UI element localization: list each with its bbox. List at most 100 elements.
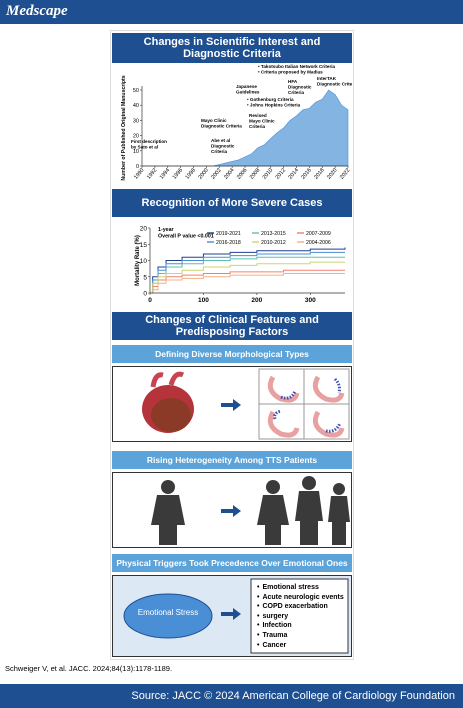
legend-label: 2013-2015: [261, 231, 286, 237]
bullet: •: [257, 612, 260, 620]
morphology-box: [112, 366, 352, 442]
annotation: Guidelines: [236, 90, 260, 95]
y-tick-label: 10: [140, 258, 148, 265]
x-tick-label: 1992: [146, 167, 158, 180]
x-tick-label: 1990: [133, 167, 145, 180]
trigger-text: surgery: [262, 612, 289, 620]
heart: [151, 398, 191, 432]
list-box: [250, 578, 349, 654]
annotation: • Gothenburg Criteria: [247, 97, 294, 102]
section-title: Changes of Clinical Features and Predisp…: [112, 312, 352, 340]
annotation: • Takotsubo Italian Network Criteria: [258, 64, 336, 69]
triggers-box: Emotional Stress • Emotional stress • Acute…: [112, 575, 352, 657]
trigger-list: • Emotional stress • Acute neurologic event…: [257, 583, 349, 650]
annotation: 1-year: [158, 227, 174, 233]
trigger-text: Infection: [262, 622, 292, 630]
annotation: • Criteria proposed by Madias: [258, 70, 323, 75]
trigger-item: • Emotional stress: [257, 583, 349, 593]
annotation: Japanese: [236, 84, 257, 89]
y-tick-label: 0: [136, 164, 139, 170]
x-tick-label: 100: [198, 297, 209, 304]
trigger-item: • Acute neurologic events: [257, 593, 349, 603]
trigger-text: Cancer: [262, 641, 287, 649]
legend-label: 2010-2012: [261, 240, 286, 246]
trigger-item: • Cancer: [257, 641, 349, 651]
x-tick-label: 2002: [210, 167, 222, 180]
y-tick-label: 5: [143, 274, 147, 281]
ventricle: [312, 375, 345, 403]
bullet: •: [257, 593, 260, 601]
bottom-bar: Source: JACC © 2024 American College of …: [0, 684, 463, 708]
legend-label: 2004-2006: [306, 240, 331, 246]
y-tick-label: 15: [140, 242, 148, 249]
y-tick-label: 40: [133, 103, 139, 109]
bullet: •: [257, 584, 260, 591]
annotation: by Sato et al: [131, 145, 158, 150]
source: Source: JACC © 2024 American College of …: [131, 690, 455, 702]
arrow: [233, 505, 241, 517]
trigger-ellipse: [123, 593, 213, 639]
panel-title: Rising Heterogeneity Among TTS Patients: [112, 451, 352, 469]
annotation: • Johns Hopkins Criteria: [247, 103, 301, 108]
y-tick-label: 20: [140, 226, 148, 233]
annotation: Revised: [249, 113, 267, 118]
bullet: •: [257, 641, 260, 649]
x-tick-label: 2000: [197, 167, 209, 180]
citation: Schweiger V, et al. JACC. 2024;84(13):11…: [5, 664, 173, 673]
x-tick-label: 2004: [223, 167, 235, 180]
silhouette: [151, 480, 185, 545]
annotation: Criteria: [249, 124, 266, 129]
x-tick-label: 200: [251, 297, 262, 304]
x-tick-label: 2022: [339, 167, 351, 180]
y-tick-label: 30: [133, 118, 139, 124]
patients-box: [112, 472, 352, 548]
y-axis-label: Mortality Rate (%): [135, 235, 141, 286]
x-tick-label: 2010: [262, 167, 274, 180]
logo: Medscape: [6, 3, 68, 19]
legend-label: 2019-2021: [216, 231, 241, 237]
vessel: [150, 371, 185, 388]
annotation: InterTAK: [317, 76, 337, 81]
annotation: Mayo Clinic: [201, 118, 227, 123]
x-tick-label: 0: [148, 297, 152, 304]
trigger-text: Emotional stress: [262, 584, 319, 591]
legend-label: 2007-2009: [306, 231, 331, 237]
trigger-item: • Infection: [257, 621, 349, 631]
arrow: [233, 399, 241, 411]
annotation: Criteria: [288, 90, 305, 95]
annotation: Criteria: [211, 149, 228, 154]
x-tick-label: 1996: [172, 167, 184, 180]
annotation: Diagnostic Criteria: [201, 124, 242, 129]
annotation: Diagnostic: [211, 144, 235, 149]
bullet: •: [257, 603, 260, 611]
trigger-text: Trauma: [262, 631, 288, 639]
annotation: HFA: [288, 79, 298, 84]
triggers-illustration: [123, 578, 349, 654]
silhouettes: [257, 476, 350, 545]
x-tick-label: 2006: [236, 167, 248, 180]
trigger-text: COPD exacerbation: [262, 603, 328, 611]
bullet: •: [257, 631, 260, 639]
trigger-text: Acute neurologic events: [262, 593, 344, 601]
trigger-item: • surgery: [257, 612, 349, 622]
x-tick-label: 1998: [185, 167, 197, 180]
annotation: Abe et al: [211, 138, 230, 143]
y-tick-label: 20: [133, 134, 139, 140]
annotation: Diagnostic: [288, 85, 312, 90]
x-tick-label: 2018: [313, 167, 325, 180]
x-tick-label: 2020: [326, 167, 338, 180]
section-title: Recognition of More Severe Cases: [112, 189, 352, 217]
annotation: Overall P value <0.001: [158, 234, 214, 240]
x-tick-label: 2008: [249, 167, 261, 180]
area: [142, 89, 349, 167]
series-line: [150, 273, 345, 294]
x-tick-label: 1994: [159, 167, 171, 180]
ventricle: [267, 375, 300, 403]
y-tick-label: 0: [143, 291, 147, 298]
annotation: Diagnostic Criteria: [317, 82, 352, 87]
trigger-item: • Trauma: [257, 631, 349, 641]
ventricle: [312, 410, 345, 438]
morphology-illustration: [142, 368, 350, 440]
